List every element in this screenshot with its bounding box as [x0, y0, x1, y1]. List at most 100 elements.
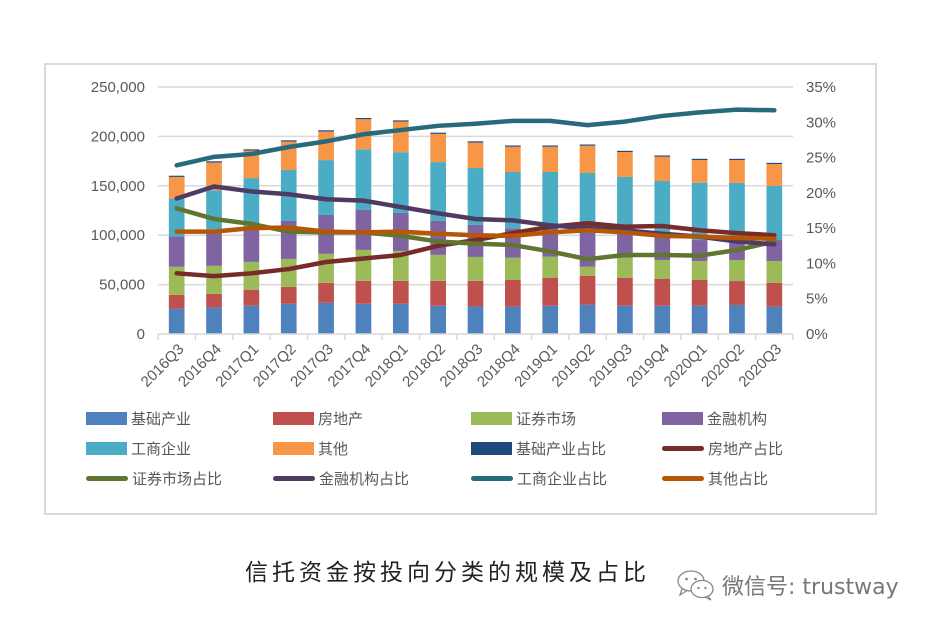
bar-segment-3 — [430, 220, 446, 255]
bar-segment-1 — [617, 277, 633, 306]
bar-segment-4 — [243, 178, 260, 227]
bar-segment-6 — [617, 150, 633, 153]
bar-segment-1 — [430, 280, 446, 306]
bar-segment-0 — [318, 302, 334, 334]
bar-segment-1 — [318, 282, 334, 303]
bar-segment-4 — [505, 171, 521, 229]
bar-segment-6 — [280, 140, 297, 142]
bar-segment-3 — [617, 229, 633, 258]
bar-segment-3 — [243, 226, 260, 262]
bar-segment-6 — [355, 118, 372, 120]
legend-item: 其他 — [273, 437, 348, 459]
bar-segment-1 — [467, 280, 484, 307]
bar-segment-0 — [168, 308, 185, 334]
legend-label: 证券市场占比 — [132, 469, 223, 488]
legend-label: 金融机构 — [707, 409, 768, 428]
legend-label: 工商企业 — [131, 439, 192, 458]
bar-segment-5 — [206, 162, 222, 191]
legend-label: 金融机构占比 — [319, 469, 410, 488]
legend-item: 其他占比 — [662, 467, 768, 489]
bar-segment-3 — [579, 223, 596, 267]
legend-item: 金融机构 — [662, 407, 767, 429]
bar-segment-5 — [430, 133, 446, 163]
bar-segment-2 — [729, 259, 745, 282]
bar-segment-1 — [542, 277, 559, 306]
watermark: 微信号: trustway — [676, 568, 899, 602]
legend-label: 房地产 — [318, 409, 364, 428]
bar-segment-5 — [318, 131, 334, 161]
bar-segment-5 — [505, 146, 521, 172]
bar-segment-6 — [654, 155, 671, 157]
bar-segment-0 — [505, 306, 521, 334]
bar-segment-4 — [729, 182, 745, 242]
bar-segment-5 — [392, 121, 409, 153]
legend-swatch — [471, 411, 512, 425]
bar-segment-1 — [280, 286, 297, 304]
bar-segment-5 — [729, 160, 745, 183]
legend-item: 房地产 — [273, 407, 363, 429]
bar-segment-1 — [691, 279, 708, 306]
bar-segment-2 — [505, 257, 521, 280]
bar-segment-5 — [542, 146, 559, 172]
bar-segment-6 — [392, 120, 409, 122]
bar-segment-2 — [691, 260, 708, 280]
legend-label: 房地产占比 — [708, 439, 784, 458]
bar-segment-4 — [318, 160, 334, 215]
bar-segment-1 — [729, 281, 745, 305]
y-right-tick-label: 15% — [806, 220, 836, 237]
bar-segment-6 — [430, 132, 446, 134]
bar-segment-6 — [505, 145, 521, 147]
legend-swatch — [86, 411, 127, 425]
y-right-tick-label: 25% — [806, 150, 836, 167]
bar-segment-4 — [467, 168, 484, 225]
legend-swatch — [86, 441, 127, 455]
y-right-tick-label: 20% — [806, 185, 836, 202]
bar-segment-0 — [355, 303, 372, 334]
bar-segment-2 — [168, 266, 185, 295]
y-left-tick-label: 0 — [137, 326, 145, 343]
legend-label: 其他占比 — [708, 469, 769, 488]
y-left-tick-label: 100,000 — [91, 227, 145, 244]
bar-segment-4 — [579, 172, 596, 224]
bar-segment-0 — [430, 305, 446, 334]
legend-swatch — [471, 475, 513, 481]
legend-item: 基础产业 — [86, 407, 191, 429]
chart-frame: 0 50,000 100,000 150,000 200,000 250,000 0% 5% 1… — [44, 63, 877, 515]
bar-segment-4 — [691, 182, 708, 241]
chart-caption: 信托资金按投向分类的规模及占比 — [245, 560, 650, 586]
bar-segment-4 — [617, 176, 633, 230]
legend-item: 金融机构占比 — [273, 467, 409, 489]
bar-segment-4 — [392, 152, 409, 213]
bar-segment-2 — [355, 249, 372, 281]
bar-segment-2 — [766, 260, 783, 283]
bar-segment-4 — [542, 171, 559, 226]
y-left-tick-label: 250,000 — [91, 79, 145, 96]
y-left-tick-label: 150,000 — [91, 178, 145, 195]
bar-segment-1 — [392, 280, 409, 304]
bar-segment-5 — [691, 160, 708, 183]
bar-segment-6 — [467, 141, 484, 143]
bar-segment-2 — [318, 253, 334, 283]
legend-item: 工商企业占比 — [471, 467, 607, 489]
bar-segment-5 — [243, 150, 260, 179]
bar-segment-1 — [766, 282, 783, 307]
bar-segment-2 — [430, 254, 446, 281]
wechat-icon — [677, 570, 714, 601]
legend-item: 证券市场占比 — [86, 467, 222, 489]
legend-swatch — [273, 475, 315, 481]
bar-segment-2 — [392, 250, 409, 281]
legend-label: 基础产业占比 — [516, 439, 607, 458]
bar-segment-1 — [243, 289, 260, 306]
bar-segment-0 — [617, 305, 633, 334]
bar-segment-1 — [355, 280, 372, 304]
bar-segment-6 — [243, 149, 260, 151]
legend-item: 证券市场 — [471, 407, 576, 429]
bar-segment-2 — [243, 261, 260, 290]
legend-item: 基础产业占比 — [471, 437, 606, 459]
y-left-tick-label: 200,000 — [91, 128, 145, 145]
legend-swatch — [273, 441, 314, 455]
bar-segment-0 — [691, 305, 708, 334]
bar-segment-1 — [505, 279, 521, 307]
bar-segment-6 — [691, 158, 708, 161]
bar-segment-2 — [654, 259, 671, 279]
